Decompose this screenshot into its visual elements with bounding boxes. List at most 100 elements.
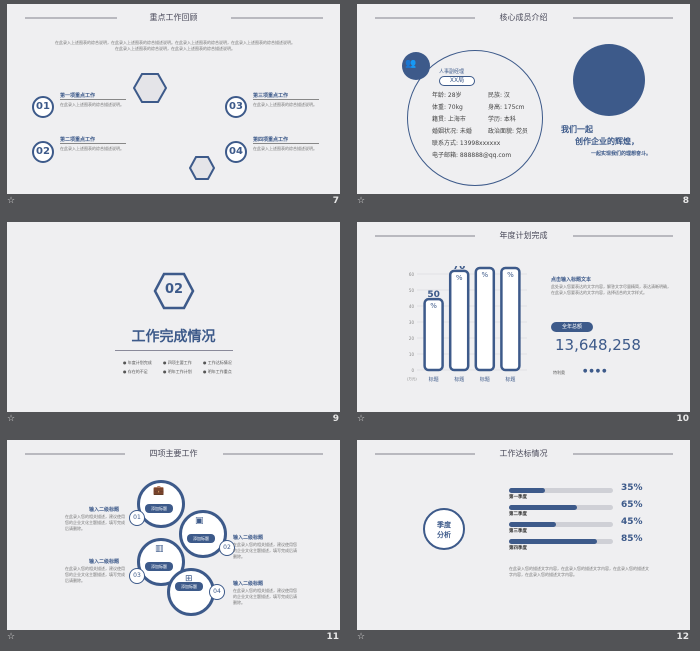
slide-number: 9 bbox=[332, 414, 339, 424]
item-number-04: 04 bbox=[225, 141, 247, 163]
tag-list: ● 年度计划完成 ● 四项主要工作 ● 工作达标情况 ● 存在的不足 ● 明年工… bbox=[123, 358, 243, 376]
bar-value-label: 70 bbox=[453, 266, 466, 272]
title-rule-left bbox=[25, 17, 117, 19]
bar-value-label: 85 bbox=[479, 266, 492, 269]
info-weight: 体重: 70kg bbox=[432, 104, 463, 111]
slide-thumb-7[interactable]: 重点工作回顾 在此录入上述图表的综合说明，在此录入上述图表的综合描述说明。在此录… bbox=[0, 0, 346, 215]
tag-item: ● 明年工作计划 bbox=[163, 369, 192, 374]
slogan-line-3: 一起实现我们的理想奋斗。 bbox=[591, 151, 652, 157]
progress-percent: 65% bbox=[621, 500, 643, 510]
quarter-analysis-circle: 季度 分析 bbox=[423, 508, 465, 550]
star-icon[interactable]: ☆ bbox=[357, 414, 366, 424]
slide-title: 核心成员介绍 bbox=[499, 13, 548, 22]
star-icon[interactable]: ☆ bbox=[357, 196, 366, 206]
hexagon-section-badge bbox=[153, 272, 195, 310]
title-rule-right bbox=[573, 17, 673, 19]
quarter-label: 第三季度 bbox=[509, 529, 527, 534]
progress-track bbox=[509, 505, 613, 510]
bar-percent-label: % bbox=[456, 274, 463, 282]
slogan-line-1: 我们一起 bbox=[561, 125, 593, 134]
section-number: 02 bbox=[164, 282, 184, 297]
slide-number: 11 bbox=[326, 632, 339, 642]
star-icon[interactable]: ☆ bbox=[7, 196, 16, 206]
block-desc: 在此录入您的相关描述，建议使用您的企业文化主题描述，填写完成后请删除。 bbox=[233, 588, 297, 605]
progress-fill bbox=[509, 539, 598, 544]
step-num: 03 bbox=[129, 568, 145, 584]
item-number-03: 03 bbox=[225, 96, 247, 118]
info-marital: 婚姻状况: 未婚 bbox=[432, 128, 472, 135]
quarter-label: 第四季度 bbox=[509, 546, 527, 551]
hexagon-shape bbox=[133, 73, 167, 103]
step-circle bbox=[167, 568, 215, 616]
x-tick-label: 标题 bbox=[480, 376, 490, 383]
y-tick-label: 10 bbox=[409, 352, 415, 357]
progress-track bbox=[509, 488, 613, 493]
progress-percent: 35% bbox=[621, 483, 643, 493]
slide-thumb-10[interactable]: 年度计划完成 60 50 40 30 20 10 0 (万元) 50% 标题 70% 标题 85% 标题 9… bbox=[350, 218, 696, 433]
info-origin: 籍贯: 上海市 bbox=[432, 116, 466, 123]
dept-label: 人事副经理 bbox=[439, 69, 465, 75]
item-underline bbox=[60, 99, 126, 100]
legend-dots: ●●●● bbox=[583, 368, 609, 374]
tag-item: ● 存在的不足 bbox=[123, 369, 148, 374]
slide-canvas: 重点工作回顾 在此录入上述图表的综合说明，在此录入上述图表的综合描述说明。在此录… bbox=[7, 4, 340, 194]
progress-fill bbox=[509, 505, 577, 510]
step-num: 01 bbox=[129, 510, 145, 526]
section-heading: 工作完成情况 bbox=[131, 329, 216, 345]
team-icon: 👥 bbox=[405, 59, 416, 69]
slide-thumb-11[interactable]: 四项主要工作 💼 添加标题 ▣ 添加标题 ▥ 添加标题 ⊞ 添加标题 01 02… bbox=[0, 436, 346, 651]
info-email: 电子邮箱: 888888@qq.com bbox=[432, 152, 512, 159]
slide-thumb-8[interactable]: 核心成员介绍 👥 人事副经理 XX局 年龄: 28岁 民族: 汉 体重: 70kg… bbox=[350, 0, 696, 215]
slide-thumb-9[interactable]: 02 工作完成情况 ● 年度计划完成 ● 四项主要工作 ● 工作达标情况 ● 存… bbox=[0, 218, 346, 433]
info-ethnic: 民族: 汉 bbox=[488, 92, 510, 99]
slide-canvas: 四项主要工作 💼 添加标题 ▣ 添加标题 ▥ 添加标题 ⊞ 添加标题 01 02… bbox=[7, 440, 340, 630]
item-text: 在此录入上述图表的综合描述说明。 bbox=[60, 102, 124, 107]
star-icon[interactable]: ☆ bbox=[357, 632, 366, 642]
tag-item: ● 年度计划完成 bbox=[123, 360, 152, 365]
step-btn: 添加标题 bbox=[145, 504, 173, 513]
intro-text: 在此录入上述图表的综合说明，在此录入上述图表的综合描述说明。在此录入上述图表的综… bbox=[55, 40, 295, 51]
center-line-2: 分析 bbox=[437, 531, 451, 539]
item-text: 在此录入上述图表的综合描述说明。 bbox=[253, 102, 317, 107]
x-tick-label: 标题 bbox=[454, 376, 464, 383]
slide-number: 7 bbox=[332, 196, 339, 206]
info-grid: 年龄: 28岁 民族: 汉 体重: 70kg 身高: 175cm 籍贯: 上海市 学历… bbox=[432, 90, 542, 162]
callout-title: 点击输入标题文本 bbox=[551, 277, 592, 283]
bar bbox=[423, 297, 444, 372]
slide-canvas: 年度计划完成 60 50 40 30 20 10 0 (万元) 50% 标题 70% 标题 85% 标题 9… bbox=[357, 222, 690, 412]
bar-percent-label: % bbox=[507, 271, 514, 279]
star-icon[interactable]: ☆ bbox=[7, 632, 16, 642]
item-label: 第二项重点工作 bbox=[60, 137, 96, 143]
tag-item: ● 工作达标情况 bbox=[203, 360, 232, 365]
quarter-label: 第二季度 bbox=[509, 512, 527, 517]
block-title: 输入二级标题 bbox=[233, 535, 264, 541]
slide-title: 重点工作回顾 bbox=[149, 13, 198, 22]
block-desc: 在此录入您的相关描述，建议使用您的企业文化主题描述，填写完成后请删除。 bbox=[65, 566, 125, 583]
photo-placeholder-circle bbox=[573, 44, 645, 116]
star-icon[interactable]: ☆ bbox=[7, 414, 16, 424]
title-rule-left bbox=[375, 17, 475, 19]
progress-percent: 45% bbox=[621, 517, 643, 527]
slogan-line-2: 创作企业的辉煌， bbox=[575, 137, 639, 146]
bar-percent-label: % bbox=[430, 302, 437, 310]
bar-value-label: 50 bbox=[427, 290, 440, 300]
chart-icon: ▥ bbox=[155, 544, 164, 554]
quarter-label: 第一季度 bbox=[509, 495, 527, 500]
title-rule-right bbox=[573, 453, 673, 455]
slide-title: 年度计划完成 bbox=[499, 231, 548, 240]
tag-item: ● 明年工作重点 bbox=[203, 369, 232, 374]
progress-fill bbox=[509, 522, 556, 527]
info-contact: 联系方式: 13998xxxxxx bbox=[432, 140, 501, 147]
title-rule-left bbox=[375, 453, 475, 455]
y-tick-label: 60 bbox=[409, 272, 415, 277]
slide-thumb-12[interactable]: 工作达标情况 季度 分析 35% 第一季度 65% 第二季度 45% 第三季度 85% 第四季… bbox=[350, 436, 696, 651]
slide-number: 10 bbox=[676, 414, 689, 424]
block-title: 输入二级标题 bbox=[89, 559, 120, 565]
block-title: 输入二级标题 bbox=[233, 581, 264, 587]
slide-canvas: 工作达标情况 季度 分析 35% 第一季度 65% 第二季度 45% 第三季度 85% 第四季… bbox=[357, 440, 690, 630]
step-num: 02 bbox=[219, 540, 235, 556]
x-tick-label: 标题 bbox=[505, 376, 515, 383]
y-tick-label: 40 bbox=[409, 304, 415, 309]
item-label: 第三项重点工作 bbox=[253, 93, 289, 99]
item-number-01: 01 bbox=[32, 96, 54, 118]
